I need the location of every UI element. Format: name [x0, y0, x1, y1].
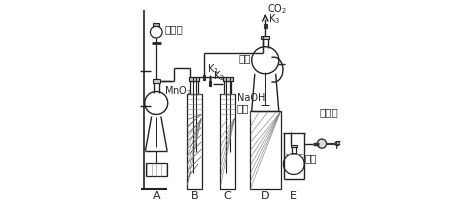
- Bar: [220, 94, 235, 189]
- Bar: [264, 24, 266, 28]
- Bar: [153, 79, 159, 83]
- Text: 碱石灰: 碱石灰: [320, 107, 339, 117]
- Circle shape: [335, 142, 339, 146]
- Circle shape: [317, 139, 326, 148]
- Text: NaOH: NaOH: [236, 93, 265, 103]
- Circle shape: [252, 47, 279, 74]
- Bar: [224, 81, 231, 94]
- Text: K$_2$: K$_2$: [213, 69, 225, 83]
- Text: 浓盐酸: 浓盐酸: [165, 24, 184, 34]
- Text: B: B: [191, 191, 198, 201]
- Circle shape: [145, 92, 168, 114]
- Bar: [153, 23, 159, 26]
- Circle shape: [283, 154, 304, 174]
- Circle shape: [150, 26, 162, 38]
- Text: 黄磷: 黄磷: [238, 53, 251, 63]
- Text: K$_1$: K$_1$: [207, 62, 219, 76]
- Bar: [189, 77, 199, 81]
- Text: 冷水: 冷水: [305, 153, 317, 163]
- Text: K$_3$: K$_3$: [268, 12, 280, 26]
- Text: E: E: [290, 191, 298, 201]
- Text: F: F: [335, 141, 341, 151]
- Bar: [146, 163, 166, 176]
- Bar: [203, 75, 205, 80]
- Text: D: D: [261, 191, 270, 201]
- Text: 溶液: 溶液: [236, 103, 249, 113]
- Bar: [190, 81, 198, 94]
- Text: A: A: [152, 191, 160, 201]
- Bar: [291, 145, 297, 147]
- Bar: [250, 111, 281, 189]
- Bar: [187, 94, 201, 189]
- Bar: [261, 36, 269, 39]
- Bar: [210, 81, 211, 86]
- Text: MnO$_2$: MnO$_2$: [164, 85, 192, 98]
- Bar: [222, 77, 233, 81]
- Text: C: C: [224, 191, 231, 201]
- Text: CO$_2$: CO$_2$: [267, 2, 287, 16]
